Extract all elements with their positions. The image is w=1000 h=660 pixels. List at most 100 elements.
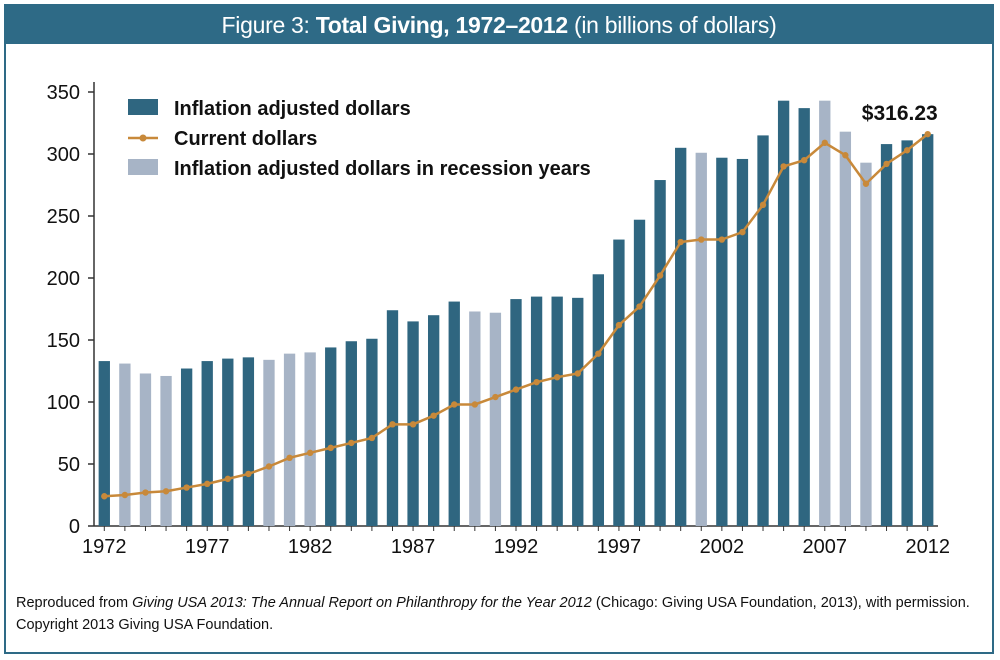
line-point	[759, 201, 767, 209]
line-point	[677, 238, 684, 246]
bar	[201, 361, 213, 526]
y-tick-label: 100	[47, 392, 80, 414]
y-tick-label: 300	[47, 144, 80, 166]
bar	[325, 347, 337, 526]
figure-frame: Figure 3: Total Giving, 1972–2012 (in bi…	[4, 4, 994, 654]
x-tick-label: 1992	[494, 536, 539, 558]
line-point	[800, 157, 808, 164]
x-tick-label: 1977	[185, 536, 230, 558]
line-point	[265, 463, 273, 470]
bar	[922, 134, 934, 526]
legend-swatch-bars	[128, 99, 158, 115]
bar-recession	[119, 363, 131, 526]
legend-label: Inflation adjusted dollars	[174, 98, 411, 120]
line-point	[842, 152, 849, 159]
bar	[345, 341, 357, 526]
line-point	[101, 493, 108, 500]
source-copyright: Copyright 2013 Giving USA Foundation.	[16, 617, 274, 633]
x-tick-label: 1997	[597, 536, 642, 558]
x-tick-label: 1972	[82, 536, 127, 558]
legend-label: Inflation adjusted dollars in recession …	[174, 158, 591, 180]
line-point	[245, 470, 252, 478]
bar	[633, 219, 646, 526]
bar	[222, 358, 234, 526]
line-point	[615, 321, 623, 329]
bar-recession	[263, 359, 275, 526]
legend-label: Current dollars	[174, 128, 317, 150]
bar-recession	[469, 311, 481, 526]
final-value-callout: $316.23	[862, 102, 938, 125]
figure-number: Figure 3:	[221, 12, 310, 38]
bar	[572, 297, 584, 526]
line-point	[224, 475, 232, 483]
bar-recession	[283, 353, 296, 526]
line-point	[430, 412, 437, 419]
bar	[386, 310, 399, 526]
line-point	[204, 480, 211, 488]
figure-title-bar: Figure 3: Total Giving, 1972–2012 (in bi…	[6, 6, 992, 44]
x-tick-label: 1987	[391, 536, 436, 558]
bar	[777, 100, 790, 527]
source-note: Reproduced from Giving USA 2013: The Ann…	[16, 592, 986, 636]
figure-subtitle: (in billions of dollars)	[574, 12, 777, 38]
x-axis: 1972 1977 1982 1987 1992 1997 2002 2007 2012	[82, 525, 950, 558]
line-point	[327, 444, 334, 452]
line-point	[718, 236, 726, 243]
line-point	[533, 378, 540, 386]
line-point	[636, 303, 643, 310]
line-point	[862, 180, 870, 187]
bar	[448, 301, 460, 526]
bar	[510, 299, 522, 526]
y-tick-label: 200	[47, 268, 80, 290]
bar-recession	[695, 152, 707, 526]
bar	[654, 180, 666, 527]
line-point	[739, 228, 746, 236]
line-point	[306, 449, 314, 457]
bar	[592, 274, 605, 526]
bar-recession	[489, 312, 502, 526]
bar	[613, 239, 625, 526]
bar	[366, 338, 378, 526]
bar	[901, 140, 913, 527]
legend: Inflation adjusted dollars Current dollar…	[128, 98, 591, 180]
line-point	[286, 454, 293, 461]
source-tail: (Chicago: Giving USA Foundation, 2013), …	[595, 595, 970, 611]
line-point	[512, 386, 520, 393]
line-point	[409, 421, 417, 428]
line-point	[780, 163, 787, 170]
line-point	[595, 350, 602, 357]
line-series	[101, 130, 931, 500]
line-point	[821, 139, 828, 147]
bar	[757, 135, 769, 526]
line-point	[698, 236, 705, 243]
line-point	[162, 488, 170, 495]
bar	[675, 147, 687, 527]
line-point	[348, 439, 355, 447]
line-point	[142, 489, 149, 496]
line-point	[121, 491, 129, 499]
y-tick-label: 50	[58, 454, 80, 476]
x-tick-label: 1982	[288, 536, 333, 558]
bar-recession	[860, 162, 872, 526]
bar	[242, 357, 255, 526]
bar	[98, 361, 110, 526]
bar-recession	[139, 373, 152, 526]
line-point	[883, 160, 890, 168]
bar	[798, 108, 810, 526]
bar-recession	[839, 131, 852, 526]
bar	[530, 296, 543, 526]
bar	[551, 296, 563, 526]
bar-recession	[819, 100, 831, 527]
bar	[427, 315, 440, 526]
bar-recession	[160, 375, 172, 526]
bar	[736, 158, 749, 526]
bar	[716, 157, 728, 526]
legend-swatch-point	[139, 134, 147, 142]
line-point	[183, 484, 190, 491]
line-point	[924, 130, 931, 138]
figure-title: Total Giving, 1972–2012	[315, 12, 568, 38]
line-point	[451, 401, 458, 408]
line-point	[389, 421, 396, 428]
bar	[180, 368, 193, 526]
